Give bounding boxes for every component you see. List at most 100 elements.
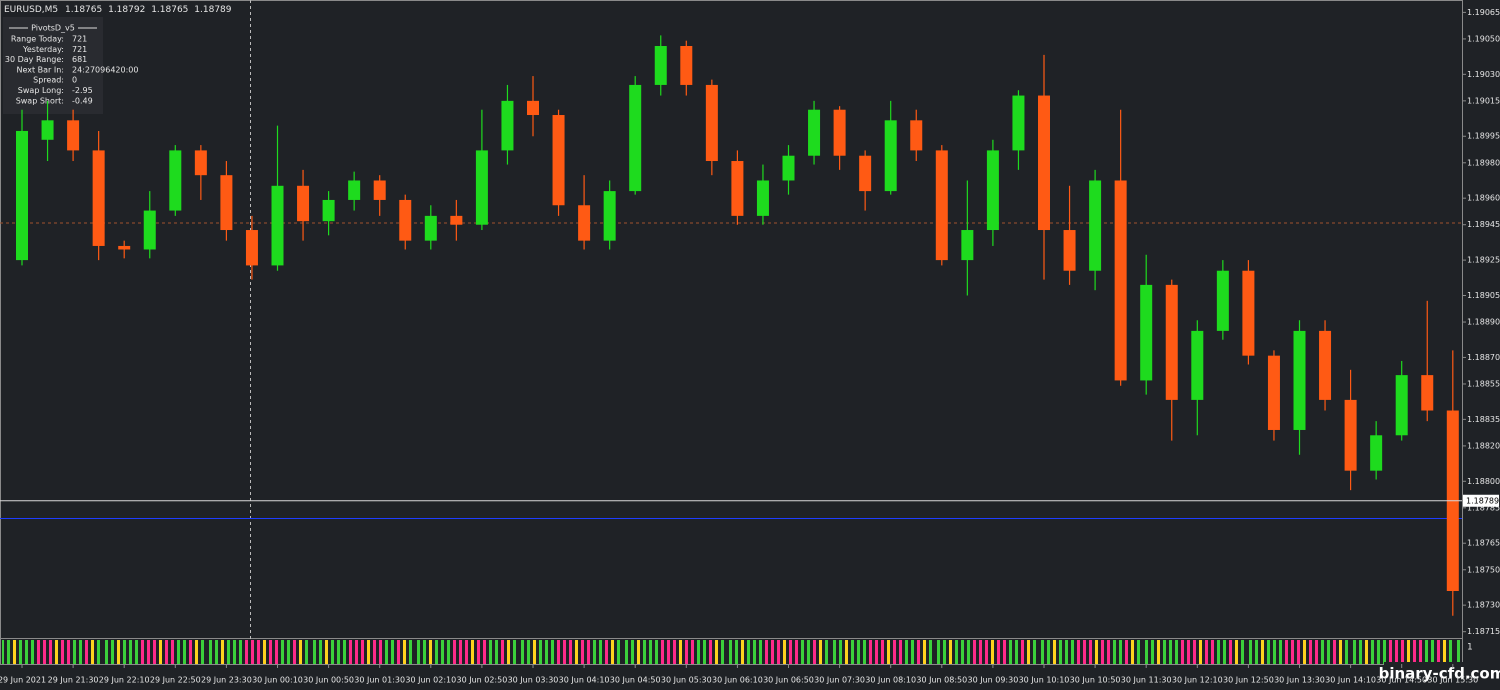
y-tick-label: 1.18905 (1467, 291, 1500, 300)
panel-value: 681 (72, 55, 87, 64)
candle-body (986, 150, 999, 231)
y-tick-label: 1.19050 (1467, 34, 1500, 43)
bar-open: 1.18765 (65, 5, 102, 15)
candle-body (884, 120, 897, 192)
y-tick-label: 1.19065 (1467, 8, 1500, 17)
panel-key: Yesterday: (22, 45, 64, 54)
candle-body (1140, 284, 1153, 381)
candle-body (169, 150, 182, 211)
candle-body (67, 120, 80, 151)
candle-body (961, 230, 974, 261)
x-tick-label: 30 Jun 00:50 (303, 676, 354, 685)
y-tick-label: 1.18960 (1467, 194, 1500, 203)
panel-key: Range Today: (11, 35, 64, 44)
y-tick-label: 1.18730 (1467, 601, 1500, 610)
panel-key: Spread: (33, 76, 64, 85)
candle-body (705, 84, 718, 162)
panel-key: Swap Long: (18, 86, 64, 95)
plot-frame (0, 0, 1463, 665)
panel-value: 721 (72, 35, 87, 44)
candle-body (501, 100, 514, 151)
y-tick-label: 1.18925 (1467, 256, 1500, 265)
watermark: binary-cfd.com (1379, 665, 1500, 683)
candle-body (475, 150, 488, 225)
candle-body (1165, 284, 1178, 400)
y-tick-label: 1.19030 (1467, 70, 1500, 79)
x-tick-label: 30 Jun 08:10 (865, 676, 916, 685)
panel-value: 0 (72, 76, 77, 85)
candle-body (245, 230, 258, 266)
x-tick-label: 30 Jun 14:10 (1325, 676, 1376, 685)
candle-body (1012, 95, 1025, 151)
candle-body (833, 109, 846, 156)
y-tick-label: 1.18980 (1467, 158, 1500, 167)
candle-body (1293, 330, 1306, 430)
candle-body (859, 155, 872, 192)
candle-body (41, 120, 54, 140)
candle-body (1191, 330, 1204, 400)
candle-body (1242, 270, 1255, 356)
candle-body (1114, 180, 1127, 381)
candle-body (808, 109, 821, 156)
y-tick-label: 1.18715 (1467, 627, 1500, 636)
x-tick-label: 30 Jun 11:30 (1121, 676, 1172, 685)
candle-body (220, 175, 233, 231)
candle-body (910, 120, 923, 151)
x-tick-label: 29 Jun 21:30 (48, 676, 99, 685)
candle-body (527, 100, 539, 116)
y-tick-label: 1.18800 (1467, 477, 1500, 486)
candle-body (1370, 435, 1383, 471)
candle-body (552, 115, 565, 206)
y-tick-label: 1.18870 (1467, 353, 1500, 362)
candle-body (143, 210, 156, 250)
candle-body (1395, 375, 1408, 436)
y-tick-label: 1.18785 (1467, 503, 1500, 512)
x-tick-label: 29 Jun 22:10 (99, 676, 150, 685)
bar-high: 1.18792 (108, 5, 145, 15)
candle-body (297, 185, 310, 222)
x-tick-label: 30 Jun 12:10 (1172, 676, 1223, 685)
panel-value: -2.95 (72, 86, 93, 95)
panel-title: PivotsD_v5 (31, 24, 75, 33)
candle-body (654, 46, 667, 85)
x-tick-label: 30 Jun 10:50 (1070, 676, 1121, 685)
candle-body (450, 215, 463, 225)
candle-body (92, 150, 105, 246)
x-tick-label: 29 Jun 2021 (0, 676, 46, 685)
x-tick-label: 29 Jun 23:30 (201, 676, 252, 685)
lower-axis-label: 1 (1467, 643, 1473, 653)
x-tick-label: 30 Jun 01:30 (354, 676, 405, 685)
x-tick-label: 30 Jun 09:30 (967, 676, 1018, 685)
candle-body (424, 215, 437, 241)
x-tick-label: 30 Jun 04:10 (559, 676, 610, 685)
x-tick-label: 30 Jun 14:50 (1376, 676, 1427, 685)
y-tick-label: 1.18750 (1467, 565, 1500, 574)
candle-body (782, 155, 795, 181)
candle-body (373, 180, 386, 200)
candle-body (1319, 330, 1332, 400)
y-tick-label: 1.18820 (1467, 441, 1500, 450)
panel-key: Swap Short: (16, 96, 64, 105)
y-tick-label: 1.18765 (1467, 539, 1500, 548)
panel-key: Next Bar In: (16, 65, 64, 74)
histogram-strip (2, 640, 1460, 664)
y-tick-label: 1.18835 (1467, 415, 1500, 424)
candle-body (756, 180, 769, 216)
candle-body (1267, 355, 1280, 430)
candle-body (1344, 399, 1357, 471)
candle-body (1063, 230, 1076, 271)
x-tick-label: 30 Jun 00:10 (252, 676, 303, 685)
candle-body (680, 46, 693, 85)
candle-body (1216, 270, 1229, 331)
info-panel (3, 17, 103, 114)
bar-close: 1.18789 (194, 5, 231, 15)
panel-value: -0.49 (72, 96, 93, 105)
candle-body (348, 180, 361, 200)
panel-key: 30 Day Range: (5, 55, 64, 64)
candle-body (16, 130, 28, 261)
x-tick-label: 30 Jun 12:50 (1223, 676, 1274, 685)
x-tick-label: 30 Jun 07:30 (814, 676, 865, 685)
candle-body (118, 245, 131, 250)
